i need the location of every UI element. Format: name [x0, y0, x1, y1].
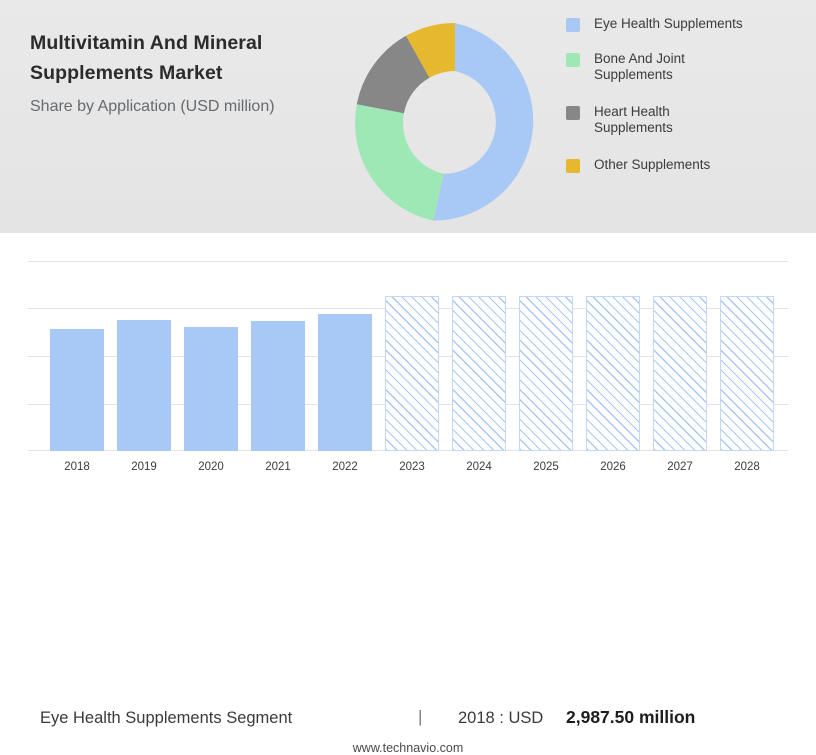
- x-axis-label-2028: 2028: [734, 461, 760, 473]
- x-axis-label-2026: 2026: [600, 461, 626, 473]
- legend-item-bone-joint: Bone And Joint Supplements: [566, 51, 806, 84]
- legend-label-heart-health: Heart Health Supplements: [594, 103, 673, 136]
- legend-item-other: Other Supplements: [566, 157, 806, 174]
- footer-year-label: 2018 : USD: [458, 709, 544, 727]
- legend-label-bone-joint: Bone And Joint Supplements: [594, 50, 685, 83]
- bar-2026: [586, 296, 640, 451]
- bar-2024: [452, 296, 506, 451]
- legend-swatch-eye-health: [566, 18, 580, 32]
- bar-2022: [318, 314, 372, 451]
- footer-bar: Eye Health Supplements Segment | 2018 : …: [0, 706, 816, 740]
- x-axis-label-2025: 2025: [533, 461, 559, 473]
- x-axis-label-2023: 2023: [399, 461, 425, 473]
- title-block: Multivitamin And Mineral Supplements Mar…: [30, 28, 360, 118]
- header-panel: Multivitamin And Mineral Supplements Mar…: [0, 0, 816, 233]
- gridline: [28, 261, 788, 262]
- footer-divider: |: [418, 707, 423, 726]
- footer-segment-label: Eye Health Supplements Segment: [40, 709, 293, 727]
- bar-2028: [720, 296, 774, 451]
- bar-2019: [117, 320, 171, 451]
- donut-slice-other: [406, 22, 455, 78]
- page-subtitle: Share by Application (USD million): [30, 98, 275, 115]
- x-axis-label-2018: 2018: [64, 461, 90, 473]
- donut-chart: [350, 18, 560, 228]
- x-axis-labels: 2018 2019 2020 2021 2022 2023 2024 2025 …: [28, 461, 788, 477]
- x-axis-label-2027: 2027: [667, 461, 693, 473]
- source-url: www.technavio.com: [352, 741, 464, 755]
- legend-item-heart-health: Heart Health Supplements: [566, 104, 806, 137]
- page-title-line-2: Supplements Market: [30, 62, 223, 84]
- legend-label-other: Other Supplements: [594, 156, 711, 172]
- legend-swatch-bone-joint: [566, 52, 580, 67]
- footer-value: 2,987.50 million: [566, 707, 696, 727]
- bar-series-eye-health: [28, 261, 788, 451]
- bar-2018: [50, 329, 104, 451]
- bar-2020: [184, 327, 238, 451]
- bar-2021: [251, 321, 305, 451]
- donut-slice-eye-health: [433, 23, 534, 221]
- legend-item-eye-health: Eye Health Supplements: [566, 16, 806, 33]
- legend-swatch-heart-health: [566, 105, 580, 120]
- x-axis-label-2022: 2022: [332, 461, 358, 473]
- x-axis-label-2020: 2020: [198, 461, 224, 473]
- donut-slice-bone-joint: [355, 104, 444, 221]
- page-title-line-1: Multivitamin And Mineral: [30, 32, 263, 54]
- legend-swatch-other: [566, 158, 580, 173]
- donut-chart-svg: [355, 22, 534, 221]
- x-axis-label-2019: 2019: [131, 461, 157, 473]
- donut-slice-heart-health: [356, 35, 430, 114]
- bar-chart-panel: 2018 2019 2020 2021 2022 2023 2024 2025 …: [0, 233, 816, 755]
- bar-2023: [385, 296, 439, 451]
- bar-2025: [519, 296, 573, 451]
- x-axis-label-2021: 2021: [265, 461, 291, 473]
- x-axis-label-2024: 2024: [466, 461, 492, 473]
- bar-2027: [653, 296, 707, 451]
- legend-label-eye-health: Eye Health Supplements: [594, 16, 743, 31]
- bar-chart: [28, 261, 788, 451]
- legend: Eye Health Supplements Bone And Joint Su…: [566, 16, 806, 191]
